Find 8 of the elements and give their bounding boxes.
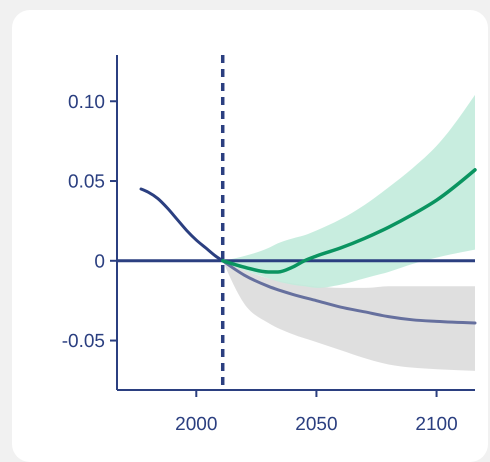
x-tick-label: 2050 xyxy=(295,414,338,435)
y-tick-label: -0.05 xyxy=(62,331,105,352)
y-tick-label: 0 xyxy=(94,251,105,272)
line-series xyxy=(220,168,477,274)
y-tick-label: 0.10 xyxy=(68,92,105,113)
x-tick-label: 2100 xyxy=(415,414,458,435)
y-tick-label: 0.05 xyxy=(68,172,105,193)
x-tick-label: 2000 xyxy=(175,414,218,435)
